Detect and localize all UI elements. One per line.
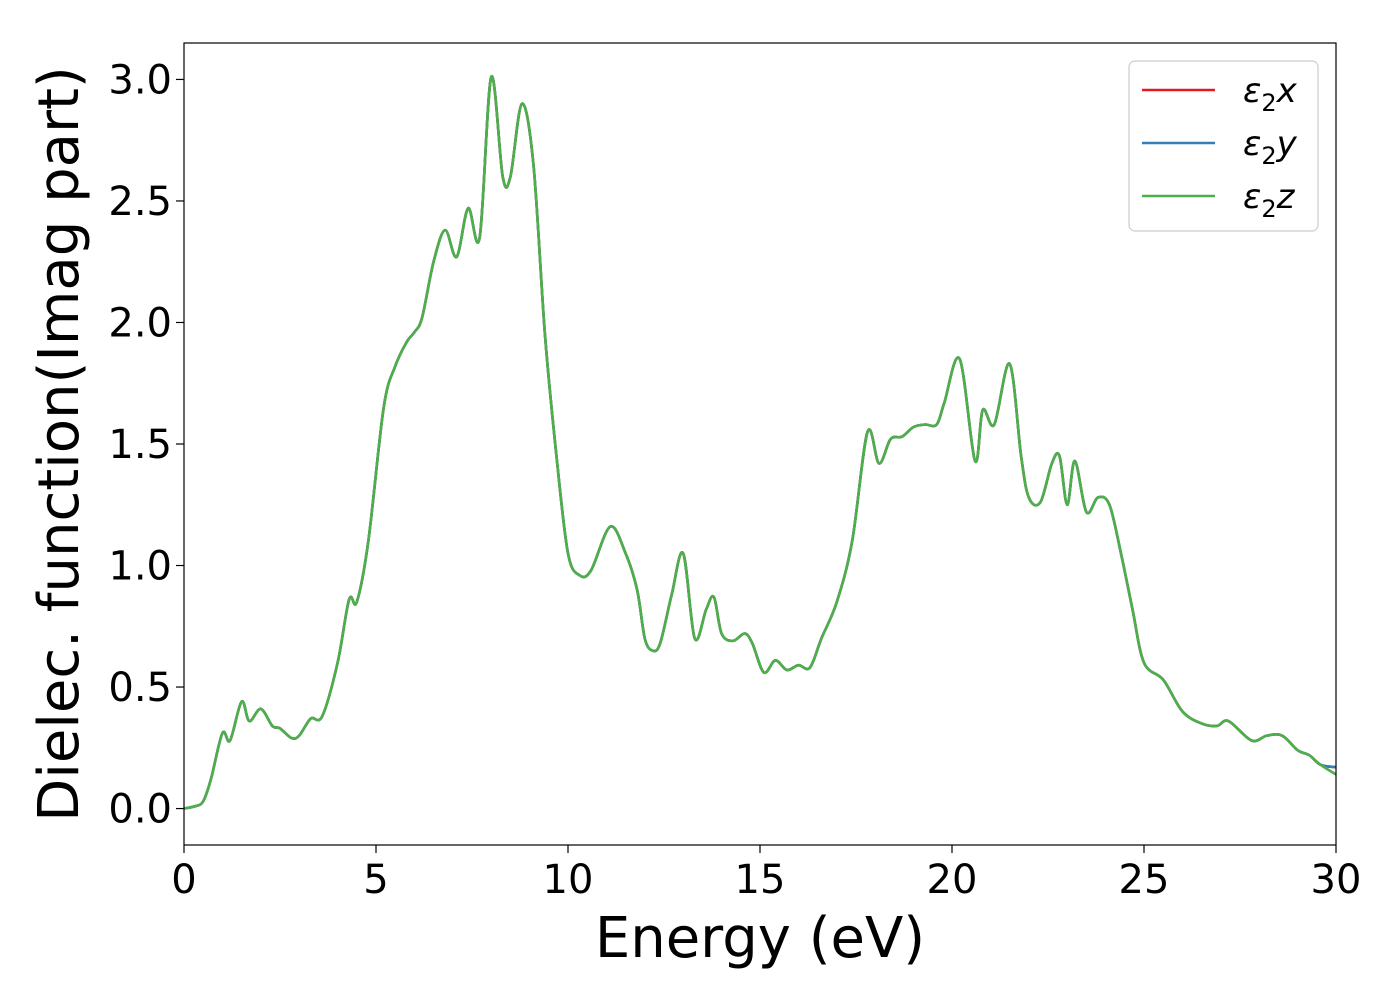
x-tick-label: 5 (363, 857, 388, 903)
legend-label-variable: x (1276, 71, 1298, 111)
legend-label-variable: z (1276, 177, 1296, 217)
legend-label-subscript: 2 (1261, 89, 1276, 117)
x-tick-label: 30 (1311, 857, 1362, 903)
y-tick-label: 3.0 (108, 57, 172, 103)
y-tick-label: 0.0 (108, 787, 172, 833)
x-tick-label: 20 (927, 857, 978, 903)
y-tick-label: 1.5 (108, 422, 172, 468)
legend-label-subscript: 2 (1261, 195, 1276, 223)
x-axis-label: Energy (eV) (595, 906, 925, 971)
x-axis-ticks: 0 5 10 15 20 25 30 (171, 845, 1361, 903)
y-tick-label: 2.0 (108, 300, 172, 346)
y-axis-label: Dielec. function(Imag part) (27, 66, 92, 822)
x-tick-label: 10 (543, 857, 594, 903)
legend-label-3: ε2z (1243, 177, 1296, 223)
x-tick-label: 25 (1119, 857, 1170, 903)
legend-label-base: ε (1243, 124, 1261, 164)
y-tick-label: 1.0 (108, 544, 172, 590)
legend-frame (1128, 60, 1319, 232)
x-tick-label: 0 (171, 857, 196, 903)
y-axis-ticks: 0.0 0.5 1.0 1.5 2.0 2.5 3.0 (108, 57, 184, 833)
x-tick-label: 15 (735, 857, 786, 903)
legend-label-variable: y (1276, 124, 1298, 164)
legend-label-base: ε (1243, 177, 1261, 217)
y-tick-label: 2.5 (108, 179, 172, 225)
series-layer (183, 75, 1337, 810)
y-tick-label: 0.5 (108, 665, 172, 711)
legend-label-1: ε2x (1243, 71, 1298, 117)
legend-label-2: ε2y (1243, 124, 1298, 170)
series-line-3 (183, 75, 1337, 810)
legend-label-base: ε (1243, 71, 1261, 111)
legend-label-subscript: 2 (1261, 142, 1276, 170)
